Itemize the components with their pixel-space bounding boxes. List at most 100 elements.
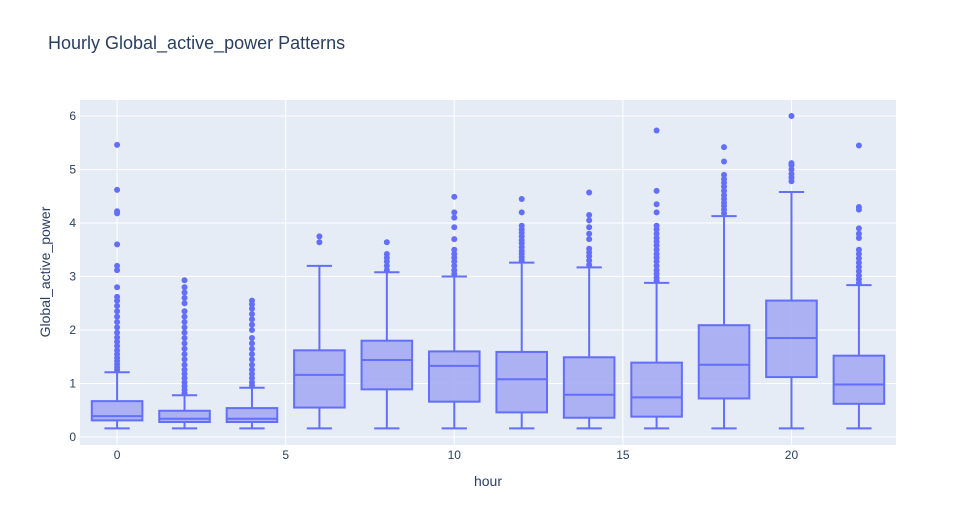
box-hour-2 [158,277,211,430]
outlier-point [855,246,862,253]
outlier-point [855,268,862,275]
outlier-point [181,329,188,336]
outlier-point [586,224,593,231]
outlier-point [721,171,728,178]
outlier-point [248,370,255,377]
x-tick-label: 5 [282,448,289,462]
outlier-point [181,318,188,325]
outlier-point [721,144,728,151]
box-hour-22 [832,142,886,430]
outlier-point [114,186,121,193]
outlier-point [248,321,255,328]
outlier-point [383,262,390,269]
outlier-point [586,230,593,237]
outlier-point [855,203,862,210]
outlier-point [181,277,188,284]
outlier-point [248,305,255,312]
box-iqr [697,324,751,400]
outlier-point [248,356,255,363]
box-iqr [90,400,144,422]
box-hour-0 [90,141,144,430]
outlier-point [451,214,458,221]
outlier-point [451,251,458,258]
outlier-point [788,170,795,177]
outlier-point [114,324,121,331]
outlier-point [114,347,121,354]
outlier-point [721,192,728,199]
outlier-point [248,316,255,323]
outlier-point [181,289,188,296]
outlier-point [855,259,862,266]
y-tick-label: 1 [69,376,76,390]
box-iqr [562,356,616,419]
outlier-point [316,233,323,240]
outlier-point [788,160,795,167]
outlier-point [181,375,188,382]
outlier-point [653,201,660,208]
y-axis-label: Global_active_power [37,206,53,337]
boxes-layer [90,113,886,430]
outlier-point [181,366,188,373]
outlier-point [586,236,593,243]
outlier-point [653,246,660,253]
outlier-point [451,267,458,274]
outlier-point [653,235,660,241]
outlier-point [586,217,593,224]
outlier-point [451,236,458,243]
outlier-point [248,375,255,382]
outlier-point [181,324,188,331]
outlier-point [653,209,660,216]
box-iqr [630,361,683,418]
outlier-point [518,222,525,229]
x-tick-label: 15 [616,448,630,462]
y-tick-label: 4 [69,216,76,230]
outlier-point [248,297,255,304]
x-tick-label: 10 [448,448,462,462]
box-hour-20 [765,113,818,430]
outlier-point [653,187,660,194]
x-tick-label: 20 [785,448,799,462]
outlier-point [586,189,593,196]
outlier-point [653,267,660,274]
outlier-point [114,293,121,300]
outlier-point [248,310,255,317]
box-hour-4 [225,297,279,430]
outlier-point [855,142,862,149]
outlier-point [451,209,458,216]
outlier-point [114,329,121,336]
outlier-point [114,308,121,315]
outlier-point [181,335,188,342]
outlier-point [855,251,862,258]
outlier-point [181,361,188,368]
y-tick-label: 3 [69,270,76,284]
outlier-point [855,263,862,270]
outlier-point [248,351,255,358]
outlier-point [114,338,121,345]
outlier-point [586,257,593,264]
tick-labels: 0 1 2 3 4 5 6 0 5 10 15 20 [69,109,798,462]
outlier-point [855,225,862,232]
outlier-point [114,313,121,320]
outlier-point [114,262,121,269]
outlier-point [653,230,660,237]
outlier-point [248,361,255,368]
outlier-point [383,267,390,274]
outlier-point [181,313,188,320]
outlier-point [181,356,188,363]
plot-background [80,100,896,445]
outlier-point [248,379,255,386]
outlier-point [721,158,728,165]
outlier-point [451,262,458,269]
outlier-point [451,193,458,200]
chart-title: Hourly Global_active_power Patterns [48,33,346,53]
outlier-point [114,241,121,248]
outlier-point [451,224,458,231]
box-iqr [293,349,346,409]
outlier-point [248,335,255,342]
outlier-point [181,308,188,315]
outlier-point [518,195,525,202]
outlier-point [788,113,795,120]
outlier-point [855,235,862,241]
outlier-point [181,370,188,377]
box-iqr [225,407,279,423]
